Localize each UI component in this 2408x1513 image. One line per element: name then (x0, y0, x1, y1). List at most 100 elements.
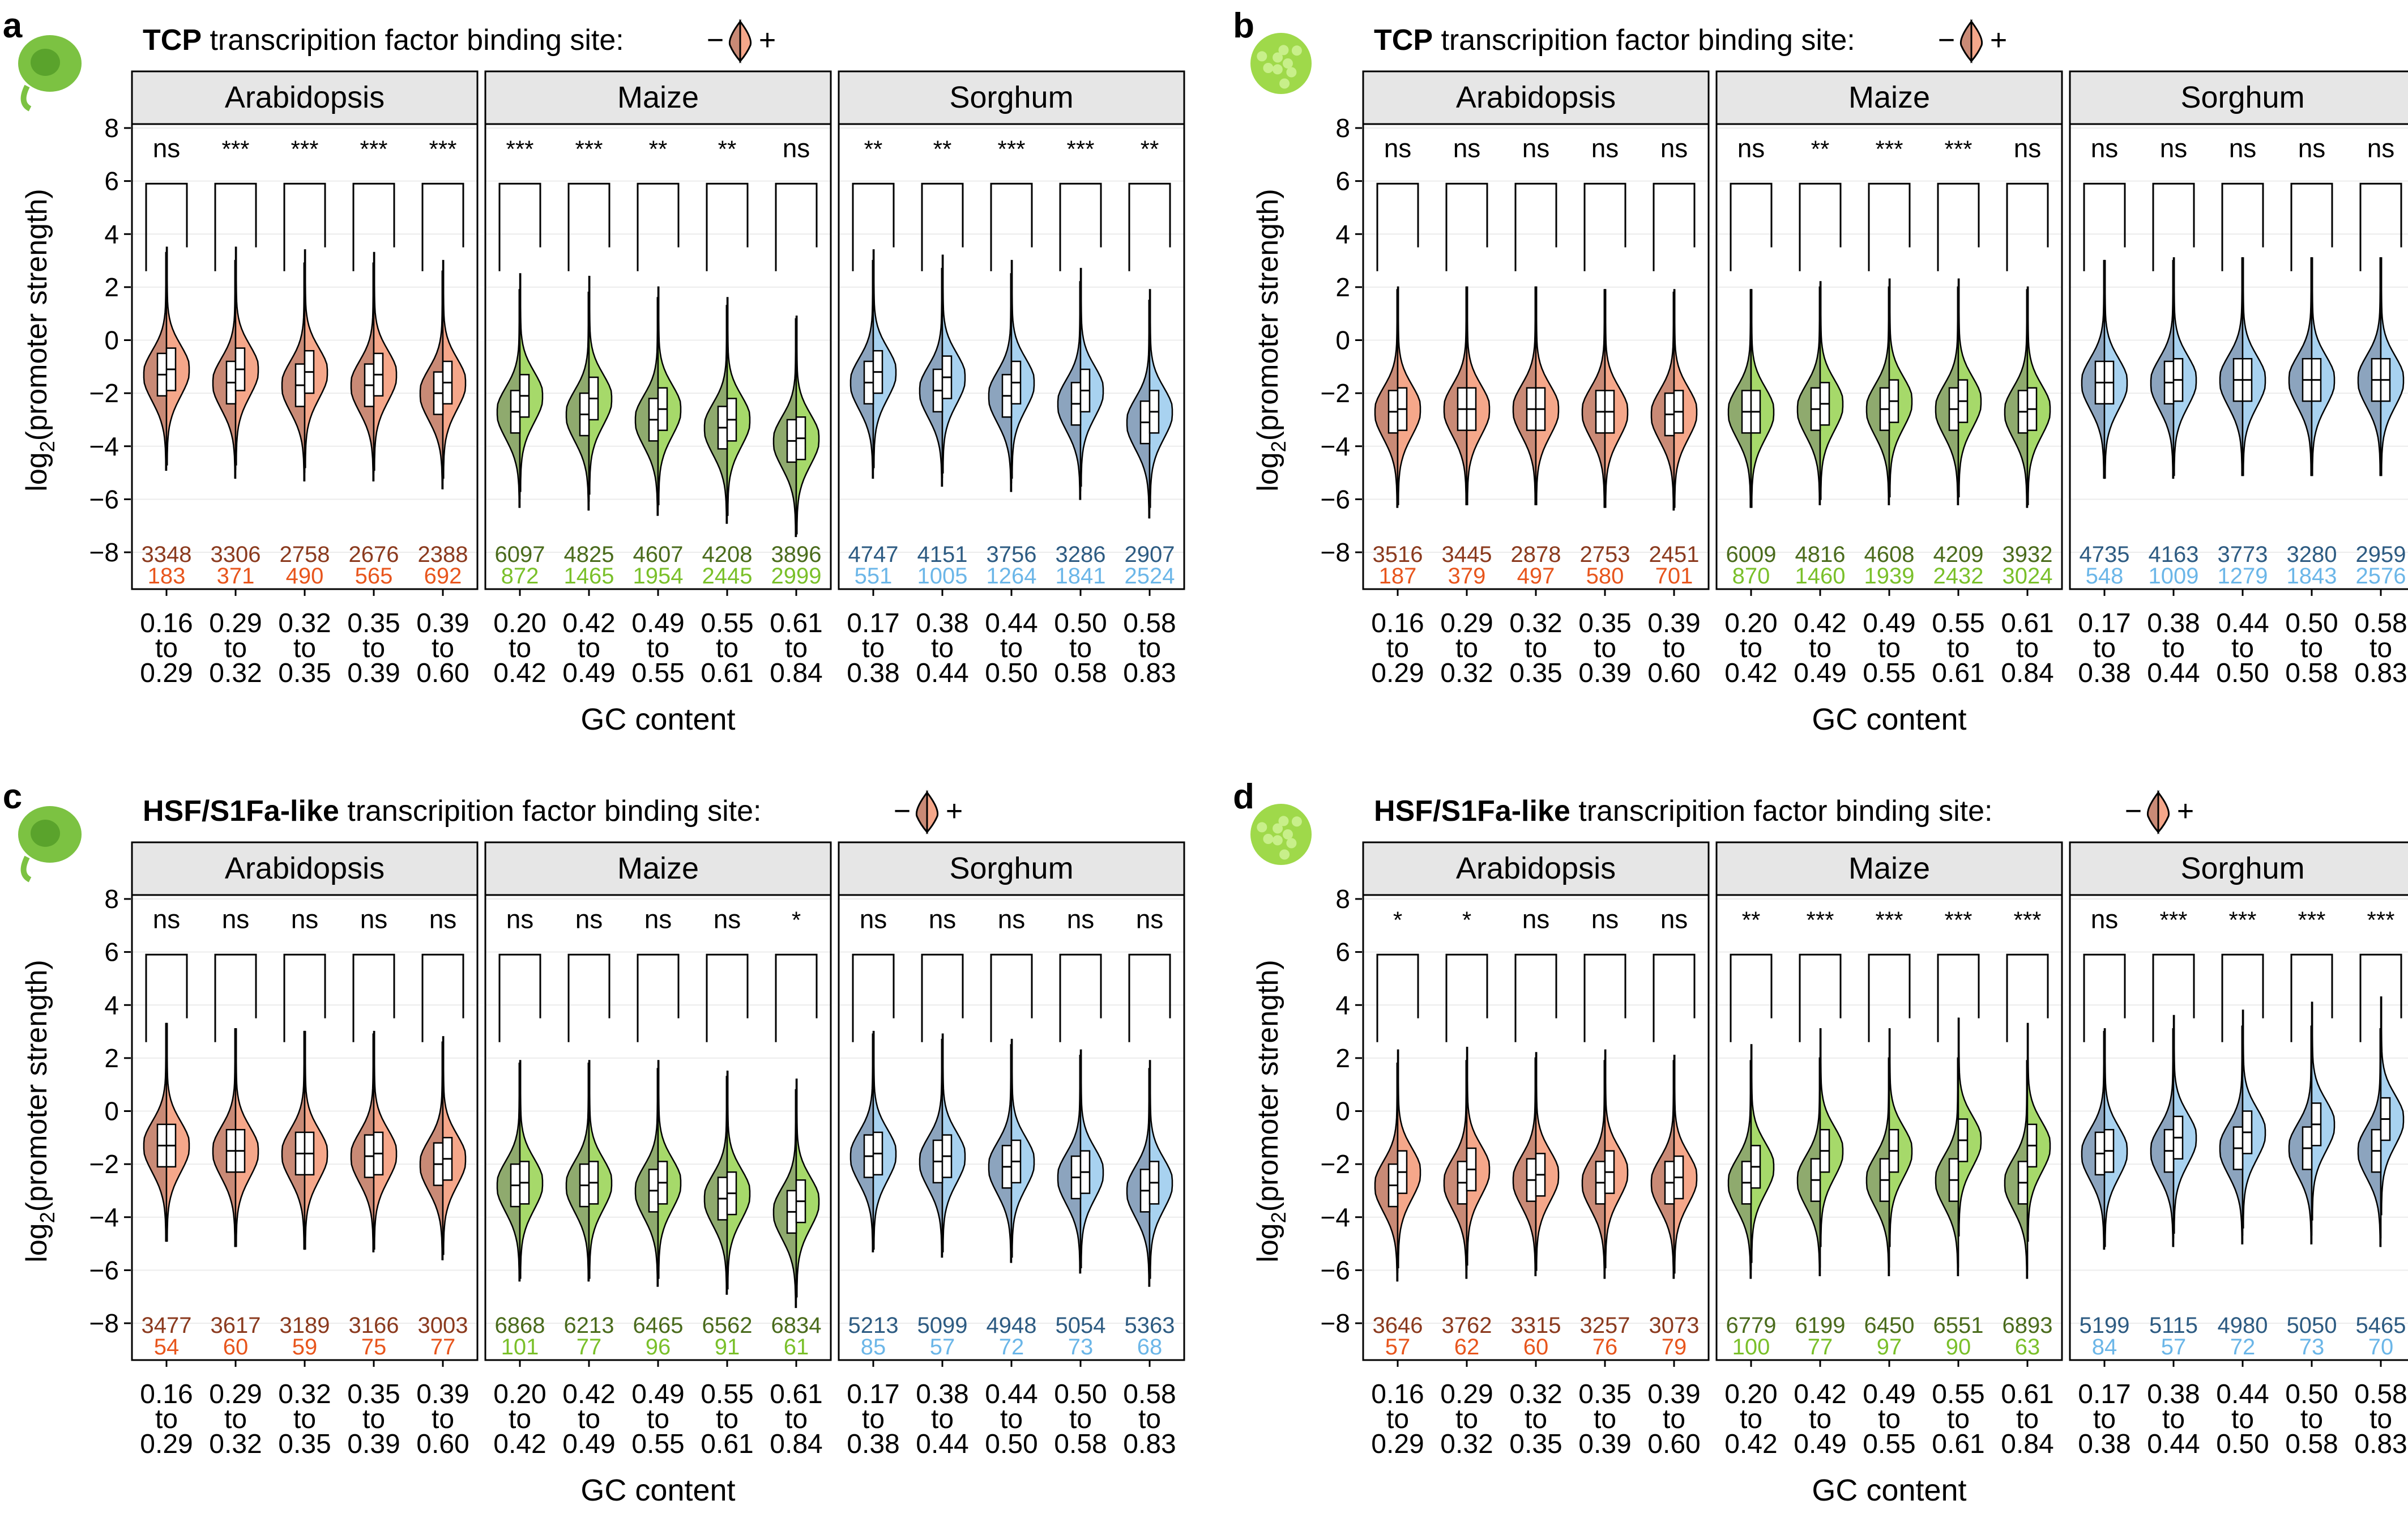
y-axis-label-rest: (promoter strength) (1252, 189, 1284, 441)
count-minus: 3445 (1442, 542, 1492, 567)
x-tick-low: 0.32 (1509, 1379, 1562, 1409)
facet-maize: Maizens68681010.20to0.42ns6213770.42to0.… (484, 841, 832, 1459)
legend-violin-icon (1959, 19, 1983, 64)
x-tick-high: 0.44 (2147, 1429, 2200, 1459)
x-tick-low: 0.58 (1123, 608, 1176, 638)
x-tick-high: 0.61 (701, 658, 753, 688)
significance-bracket (1653, 953, 1696, 1042)
panel-title: HSF/S1Fa-like transcripition factor bind… (1374, 795, 1993, 828)
y-tick-label: 0 (104, 1097, 119, 1126)
significance-label: ns (222, 904, 250, 934)
count-plus: 3024 (2003, 564, 2053, 589)
count-minus: 6779 (1726, 1313, 1777, 1338)
violin-plus (2026, 286, 2051, 506)
significance-label: *** (1806, 906, 1834, 933)
significance-bracket (2359, 182, 2402, 271)
violin-plus (1079, 267, 1104, 487)
violin-plus (1957, 278, 1982, 497)
facet-title: Sorghum (949, 851, 1073, 885)
x-tick-to: to (509, 1404, 531, 1434)
y-tick-label: −4 (1321, 1203, 1350, 1232)
x-tick-low: 0.42 (562, 608, 615, 638)
significance-label: ns (1136, 904, 1164, 934)
count-plus: 2524 (1125, 564, 1175, 589)
violin-plus (2242, 257, 2266, 476)
count-plus: 2576 (2356, 564, 2406, 589)
x-tick-to: to (931, 1404, 954, 1434)
count-plus: 565 (355, 564, 393, 589)
y-axis-label: log2(promoter strength) (1252, 189, 1290, 491)
facet-strip (484, 70, 832, 125)
count-minus: 3166 (349, 1313, 399, 1338)
x-tick-to: to (1455, 1404, 1478, 1434)
y-axis-label: log2(promoter strength) (20, 960, 59, 1262)
y-tick-label: −6 (1321, 484, 1350, 514)
violin-plus (2103, 259, 2128, 479)
x-tick-low: 0.39 (1647, 1379, 1700, 1409)
x-axis-label: GC content (580, 702, 735, 736)
x-tick-low: 0.50 (1054, 1379, 1107, 1409)
y-tick-label: 6 (1335, 937, 1350, 967)
facet-strip (131, 70, 479, 125)
x-tick-low: 0.44 (985, 1379, 1038, 1409)
x-tick-high: 0.50 (2216, 658, 2269, 688)
significance-bracket (421, 182, 464, 271)
chloroplast (1286, 67, 1297, 78)
y-tick-label: −6 (89, 484, 119, 514)
x-tick-low: 0.58 (2354, 1379, 2407, 1409)
significance-bracket (352, 182, 395, 271)
violin-plus (1466, 1046, 1491, 1266)
legend-violin-icon (915, 790, 939, 835)
x-tick-to: to (1000, 1404, 1023, 1434)
significance-label: ** (864, 135, 883, 162)
count-minus: 4825 (564, 542, 614, 567)
chloroplast (1272, 835, 1283, 846)
count-minus: 4816 (1795, 542, 1846, 567)
violin-plus (2242, 1009, 2266, 1229)
count-minus: 4607 (633, 542, 684, 567)
significance-bracket (637, 182, 680, 271)
significance-bracket (498, 953, 541, 1042)
count-plus: 57 (1385, 1335, 1411, 1359)
x-tick-low: 0.39 (416, 608, 469, 638)
x-axis-label: GC content (1812, 702, 1966, 736)
significance-label: ns (1453, 133, 1481, 163)
count-plus: 61 (784, 1335, 809, 1359)
x-tick-to: to (1386, 633, 1409, 663)
tobacco-leaf-icon (18, 35, 82, 112)
x-tick-low: 0.16 (1371, 1379, 1424, 1409)
count-plus: 79 (1662, 1335, 1687, 1359)
violin-plus (1604, 289, 1629, 508)
legend-half-plus (2157, 790, 2170, 835)
count-plus: 59 (292, 1335, 318, 1359)
count-plus: 63 (2015, 1335, 2040, 1359)
x-tick-to: to (224, 633, 247, 663)
significance-label: ** (1141, 135, 1159, 162)
count-plus: 96 (646, 1335, 671, 1359)
facet-title: Sorghum (2180, 80, 2304, 114)
violin-plus (1149, 289, 1173, 508)
x-tick-high: 0.58 (1054, 1429, 1107, 1459)
x-tick-low: 0.49 (631, 1379, 684, 1409)
legend-violin-icon (728, 19, 752, 64)
y-tick-label: 0 (1335, 326, 1350, 355)
x-axis-label: GC content (580, 1473, 735, 1507)
x-tick-low: 0.38 (916, 608, 968, 638)
facet-title: Maize (1848, 851, 1930, 885)
significance-bracket (567, 182, 610, 271)
x-tick-to: to (1594, 633, 1616, 663)
y-tick-label: −6 (89, 1255, 119, 1285)
x-tick-high: 0.39 (1578, 1429, 1631, 1459)
chloroplast (1279, 849, 1290, 860)
count-plus: 1939 (1864, 564, 1915, 589)
x-tick-to: to (2016, 633, 2039, 663)
x-tick-low: 0.16 (1371, 608, 1424, 638)
